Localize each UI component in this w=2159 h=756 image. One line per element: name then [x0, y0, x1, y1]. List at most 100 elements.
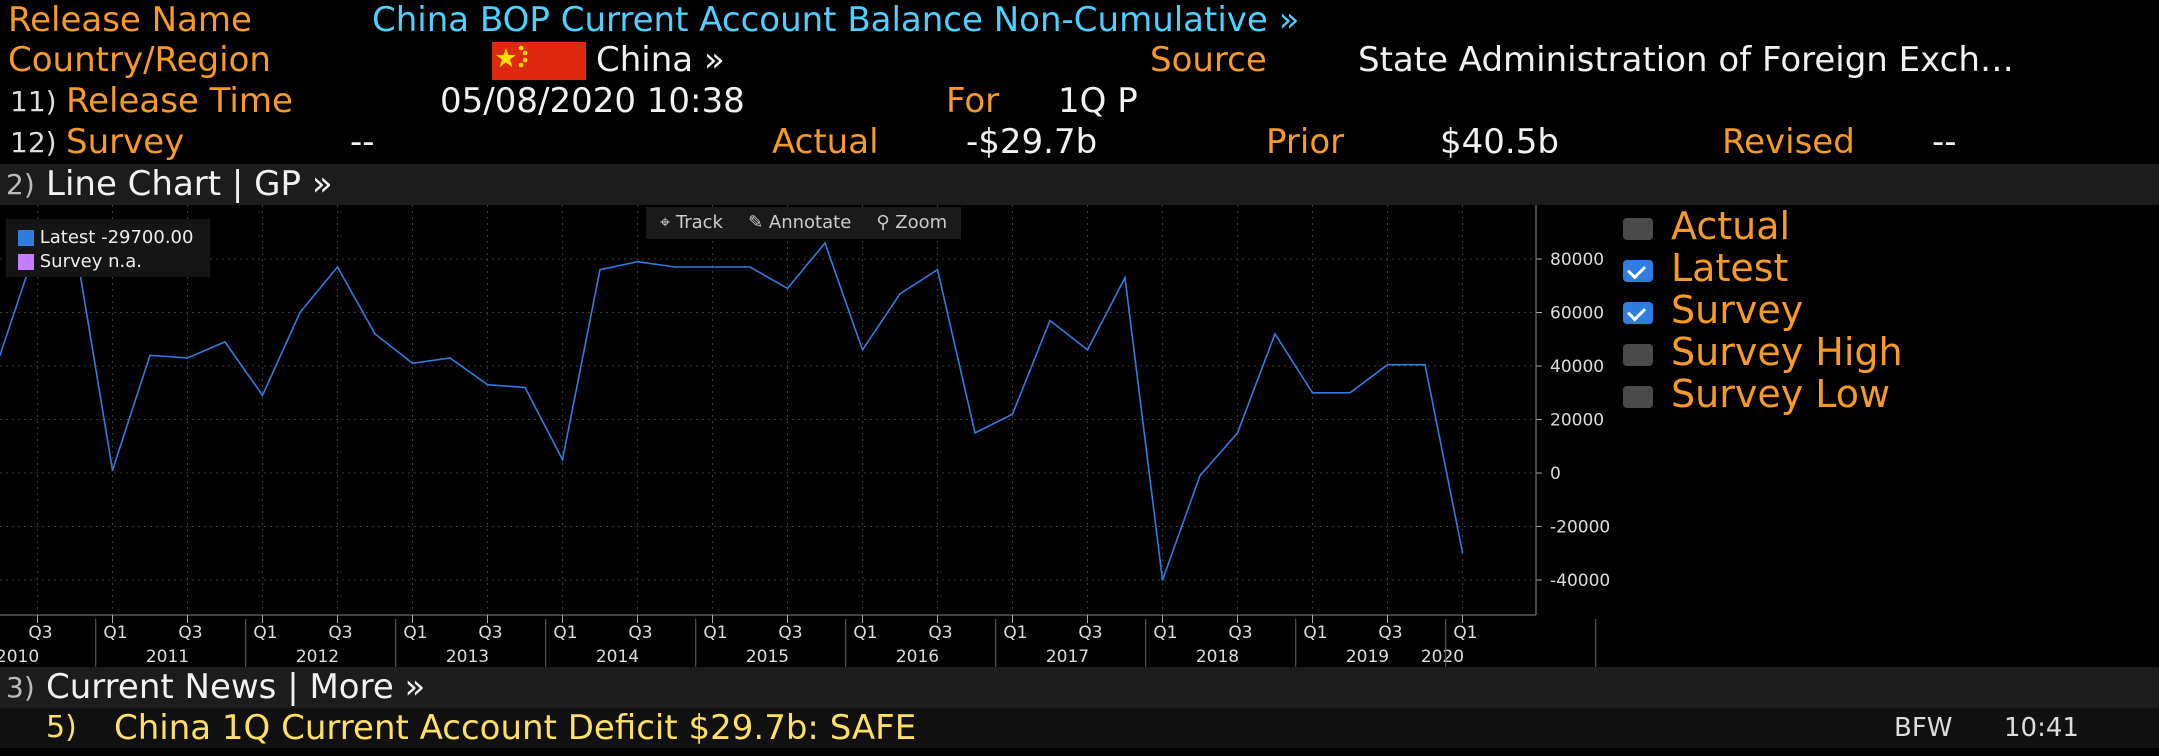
chart-section-bar: 2) Line Chart | GP »: [0, 164, 2159, 205]
x-tick-label: Q3: [1078, 623, 1102, 643]
x-tick-label: Q3: [778, 623, 802, 643]
legend-survey[interactable]: Survey: [1623, 289, 1803, 331]
survey-value: --: [350, 122, 375, 162]
legend-survey-low-label: Survey Low: [1671, 372, 1891, 416]
x-tick-label: Q3: [178, 623, 202, 643]
revised-value: --: [1932, 122, 1957, 162]
source-value[interactable]: State Administration of Foreign Exch…: [1358, 40, 2014, 80]
country-link[interactable]: China »: [596, 40, 725, 80]
news-item[interactable]: 5) China 1Q Current Account Deficit $29.…: [0, 708, 2159, 748]
zoom-label: Zoom: [895, 212, 948, 233]
data-point: [936, 268, 939, 271]
data-point: [1461, 551, 1464, 554]
data-point: [1049, 319, 1051, 322]
data-point: [1311, 391, 1314, 394]
survey-low-checkbox[interactable]: [1623, 385, 1653, 408]
news-headline[interactable]: China 1Q Current Account Deficit $29.7b:…: [114, 708, 917, 748]
prior-label: Prior: [1266, 122, 1345, 162]
data-point: [824, 242, 826, 244]
x-year-label: 2014: [596, 647, 639, 667]
x-tick-label: Q1: [553, 623, 577, 643]
data-point: [186, 357, 189, 359]
country-label: Country/Region: [8, 40, 271, 80]
actual-checkbox[interactable]: [1623, 217, 1653, 240]
legend-survey-high[interactable]: Survey High: [1623, 331, 1903, 373]
legend-survey-label: Survey: [1671, 288, 1804, 332]
chart-section-number: 2): [6, 168, 35, 201]
track-button[interactable]: ⌖ Track: [650, 207, 733, 239]
line-chart[interactable]: 80000 60000 40000 20000 0 -20000 -40000 Q3 2010 Q…: [0, 205, 2159, 668]
for-label: For: [946, 81, 1000, 121]
data-point: [1349, 391, 1351, 394]
data-point: [1424, 363, 1426, 366]
y-tick-label: 0: [1550, 464, 1561, 484]
series-line-latest: [0, 241, 1464, 581]
x-year-label: 2016: [896, 647, 939, 667]
legend-survey-low[interactable]: Survey Low: [1623, 373, 1890, 415]
x-tick-label: Q3: [478, 623, 502, 643]
x-year-label: 2019: [1346, 647, 1389, 667]
data-point: [786, 287, 789, 290]
magnifier-icon: ⚲: [876, 212, 890, 233]
inner-legend-survey-label: Survey n.a.: [39, 251, 142, 272]
survey-row: 12) Survey -- Actual -$29.7b Prior $40.5…: [0, 122, 2159, 163]
x-year-label: 2018: [1196, 647, 1239, 667]
y-tick-label: 80000: [1550, 250, 1604, 270]
data-point: [149, 354, 151, 357]
x-tick-label: Q1: [1303, 623, 1327, 643]
x-year-label: 2017: [1046, 647, 1089, 667]
track-label: Track: [675, 212, 723, 233]
data-point: [261, 394, 264, 397]
data-point: [111, 469, 114, 472]
legend-latest-label: Latest: [1671, 246, 1789, 290]
x-tick-label: Q1: [403, 623, 427, 643]
x-tick-label: Q3: [628, 623, 652, 643]
survey-label[interactable]: Survey: [66, 122, 185, 162]
y-tick-label: 40000: [1550, 357, 1604, 377]
x-tick-label: Q1: [853, 623, 877, 643]
x-tick-label: Q1: [253, 623, 277, 643]
release-name-row: Release Name China BOP Current Account B…: [0, 0, 2159, 41]
data-point: [636, 260, 639, 263]
data-point: [674, 266, 676, 268]
survey-swatch-icon: [18, 254, 34, 270]
release-time-label[interactable]: Release Time: [66, 81, 293, 121]
data-point: [749, 266, 751, 268]
legend-actual[interactable]: Actual: [1623, 205, 1790, 247]
latest-checkbox[interactable]: [1623, 259, 1653, 282]
survey-high-checkbox[interactable]: [1623, 343, 1653, 366]
annotate-button[interactable]: ✎ Annotate: [738, 207, 861, 239]
x-tick-label: Q3: [1228, 623, 1252, 643]
data-point: [411, 362, 414, 365]
legend-latest[interactable]: Latest: [1623, 247, 1788, 289]
data-point: [1161, 579, 1164, 581]
release-name-link[interactable]: China BOP Current Account Balance Non-Cu…: [372, 0, 1300, 40]
zoom-button[interactable]: ⚲ Zoom: [866, 207, 957, 239]
x-year-label: 2010: [0, 647, 39, 667]
x-tick-label: Q3: [928, 623, 952, 643]
data-point: [524, 386, 526, 389]
data-point: [1124, 276, 1126, 279]
release-time-row: 11) Release Time 05/08/2020 10:38 For 1Q…: [0, 81, 2159, 122]
data-point: [1011, 413, 1014, 415]
y-tick-label: -40000: [1550, 571, 1610, 591]
data-point: [0, 354, 1, 357]
data-point: [224, 341, 226, 343]
news-source: BFW: [1894, 713, 1953, 743]
x-year-label: 2015: [746, 647, 789, 667]
news-time: 10:41: [2004, 713, 2079, 743]
x-year-label: 2020: [1421, 647, 1464, 667]
actual-label: Actual: [772, 122, 879, 162]
data-point: [1386, 363, 1389, 366]
news-section-title[interactable]: Current News | More »: [46, 667, 426, 707]
revised-label: Revised: [1722, 122, 1855, 162]
release-name-label: Release Name: [8, 0, 252, 40]
data-point: [299, 311, 301, 314]
x-tick-label: Q1: [103, 623, 127, 643]
chart-section-title[interactable]: Line Chart | GP »: [46, 164, 333, 204]
for-value: 1Q P: [1058, 81, 1138, 121]
prior-value: $40.5b: [1440, 122, 1559, 162]
survey-checkbox[interactable]: [1623, 301, 1653, 324]
inner-legend: Latest -29700.00 Survey n.a.: [6, 219, 210, 277]
data-point: [486, 383, 489, 386]
